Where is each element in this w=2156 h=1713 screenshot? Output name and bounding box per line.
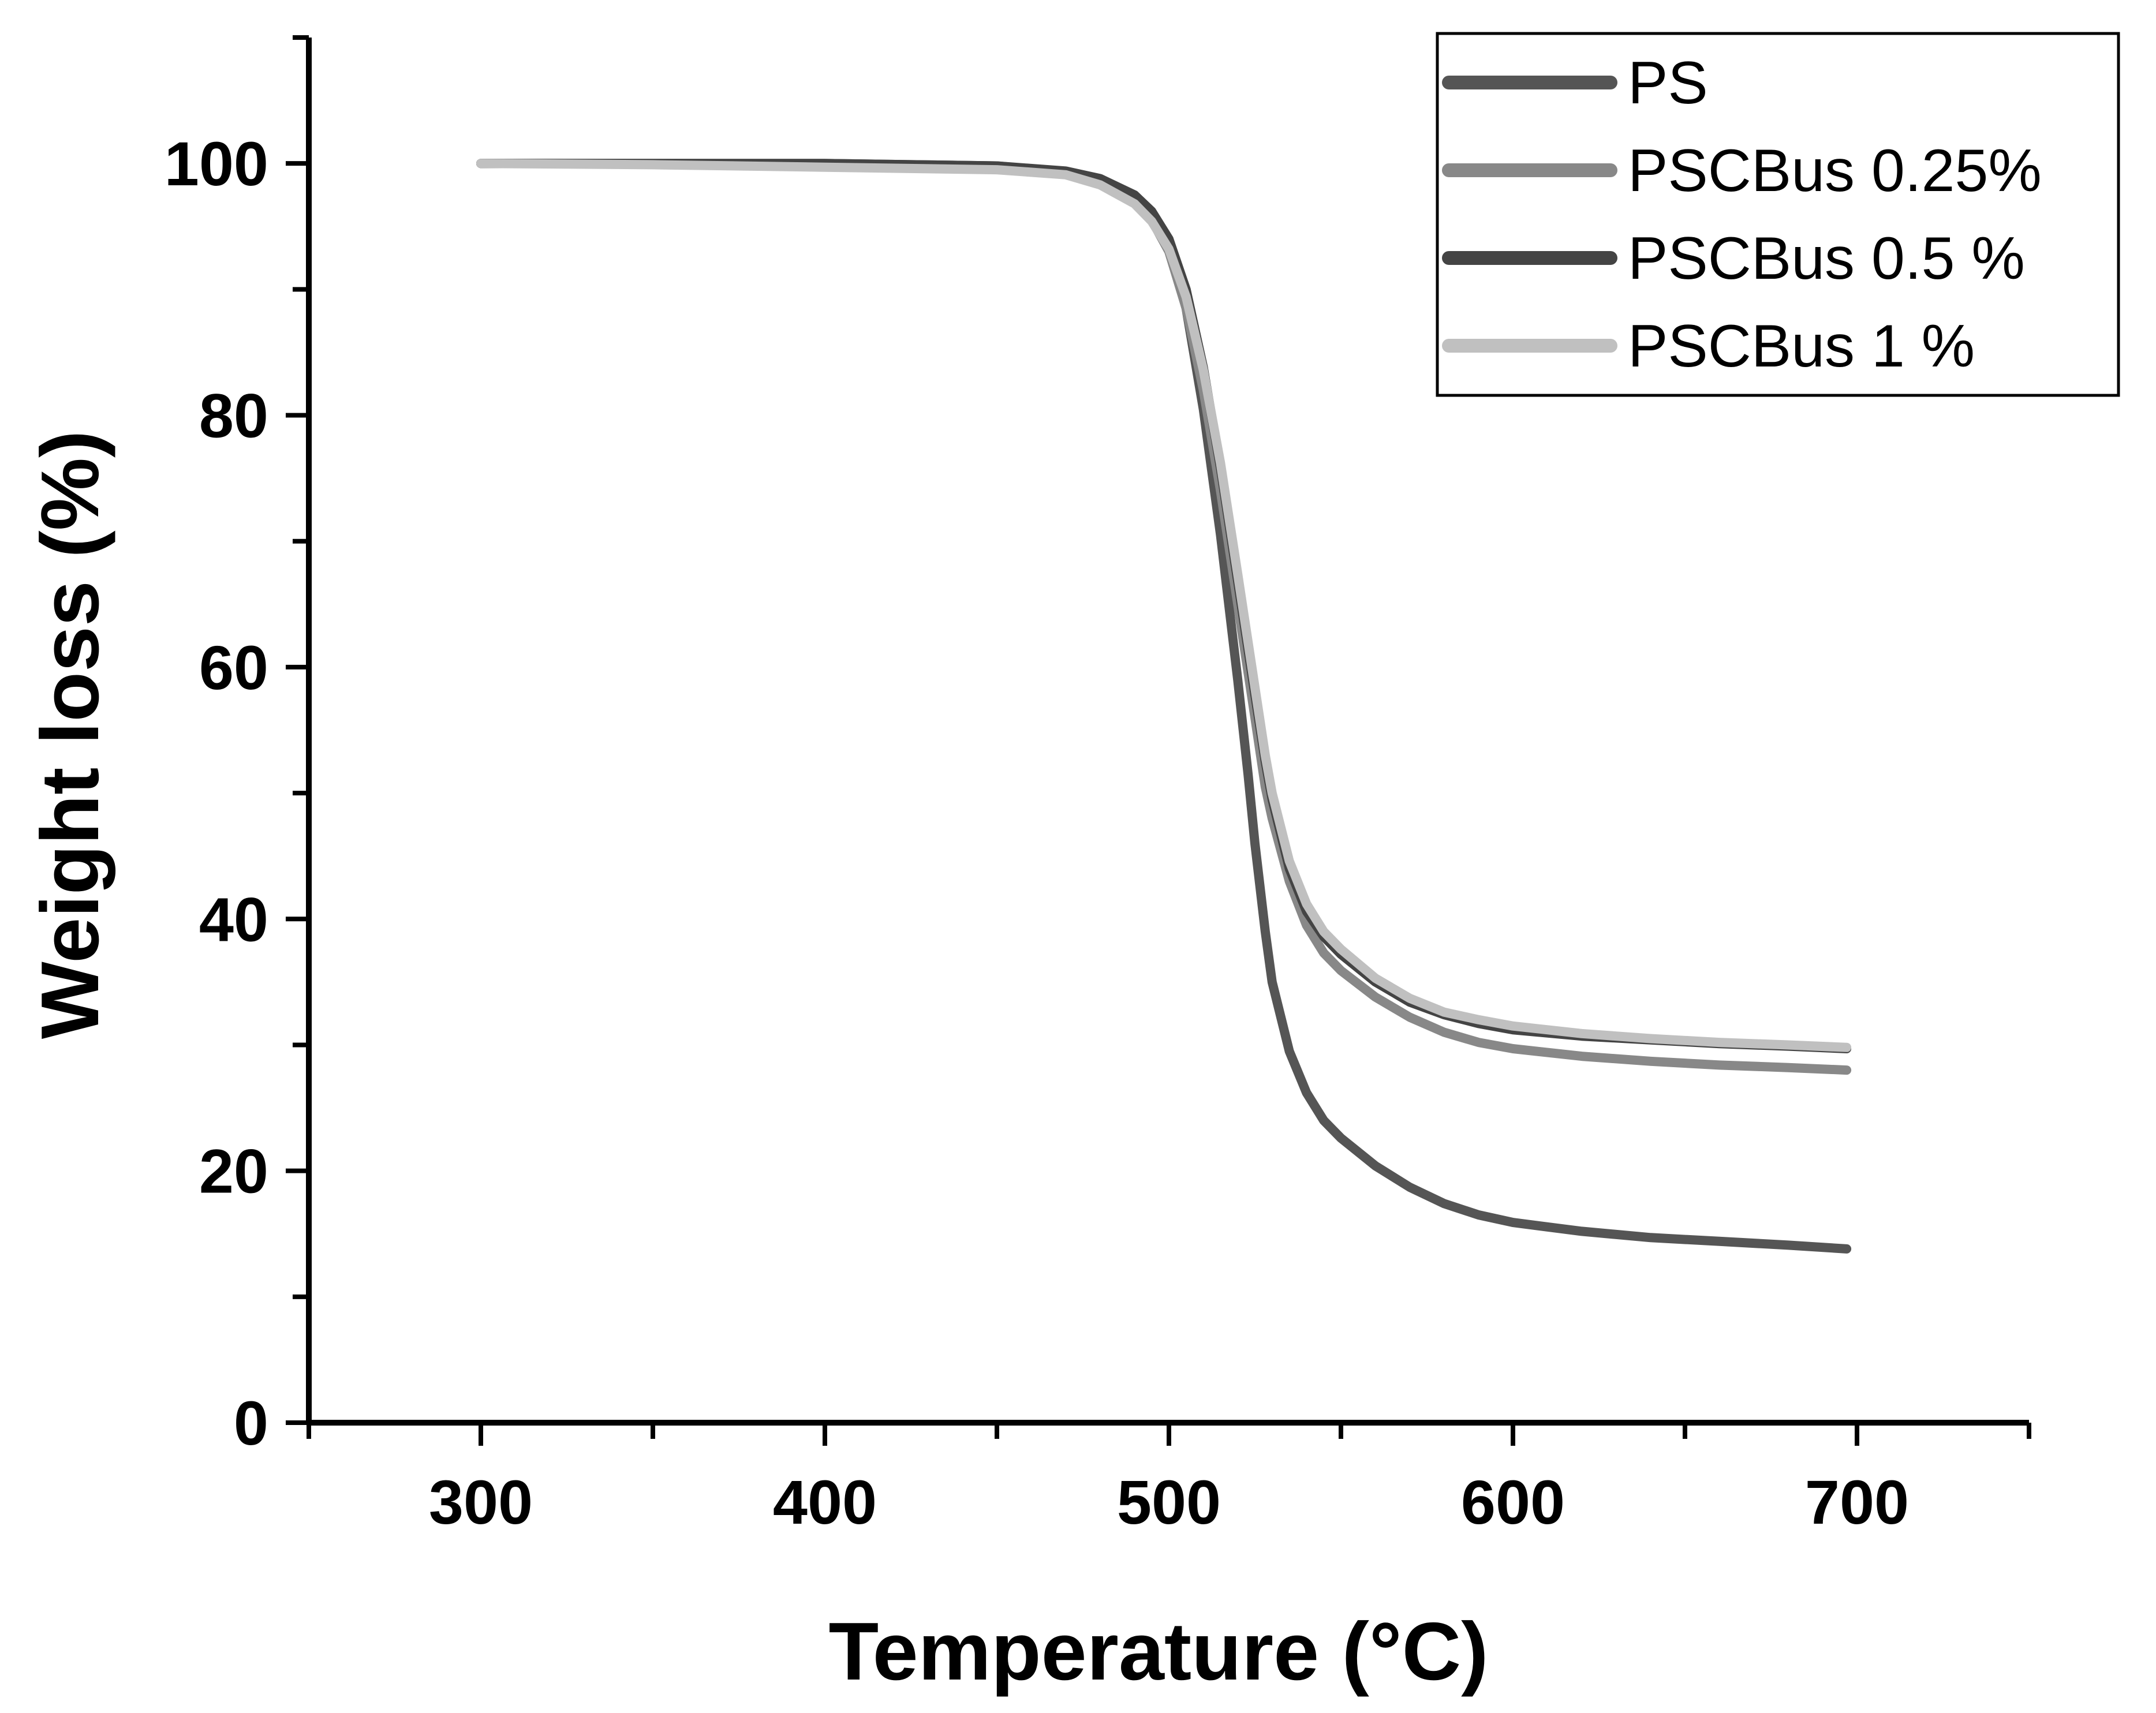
- y-tick-label: 40: [199, 884, 268, 954]
- legend-label-2: PSCBus 0.5 %: [1628, 225, 2025, 292]
- legend-box: [1436, 32, 2120, 397]
- y-axis-title: Weight loss (%): [24, 431, 116, 1039]
- series-line-3: [476, 159, 1852, 1052]
- x-tick-label: 600: [1461, 1467, 1565, 1537]
- legend-label-1: PSCBus 0.25%: [1628, 137, 2042, 204]
- x-tick-label: 400: [773, 1467, 877, 1537]
- y-tick-label: 20: [199, 1136, 268, 1206]
- legend-label-0: PS: [1628, 50, 1708, 117]
- ticks-layer: 300 400 500 600 700 0 20 40 60 80 100: [165, 35, 2031, 1537]
- y-tick-label: 60: [199, 633, 268, 702]
- y-tick-label: 80: [199, 381, 268, 451]
- legend: PS PSCBus 0.25% PSCBus 0.5 % PSCBus 1 %: [1436, 32, 2120, 397]
- y-tick-label: 100: [165, 129, 268, 199]
- legend-label-3: PSCBus 1 %: [1628, 313, 1975, 380]
- x-tick-label: 500: [1117, 1467, 1221, 1537]
- x-tick-label: 300: [429, 1467, 533, 1537]
- y-tick-label: 0: [234, 1388, 268, 1458]
- x-tick-label: 700: [1805, 1467, 1909, 1537]
- x-axis-title: Temperature (°C): [828, 1606, 1488, 1697]
- series-layer: [476, 159, 1852, 1254]
